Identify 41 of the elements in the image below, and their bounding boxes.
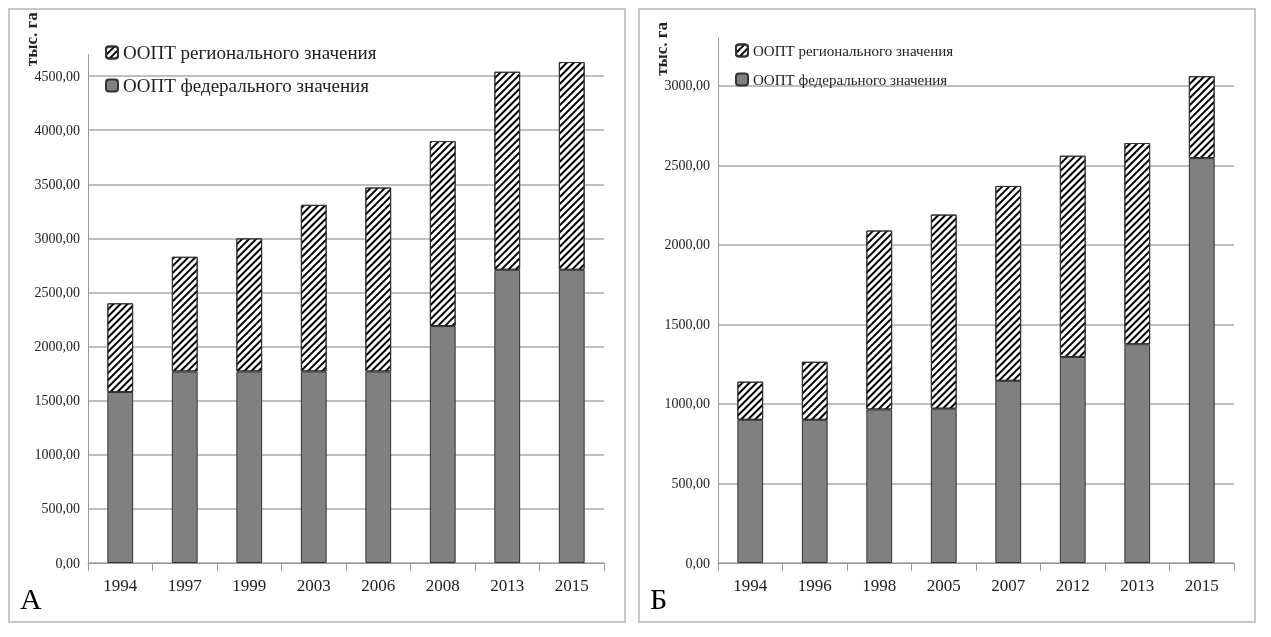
y-tick-label: 0,00 [685, 555, 710, 571]
y-tick-label: 3500,00 [34, 176, 80, 192]
text: Б [650, 581, 668, 615]
y-tick-label: 3000,00 [34, 230, 80, 246]
y-tick-label: 1000,00 [664, 396, 710, 412]
x-tick-label: 2006 [361, 576, 396, 595]
y-tick-label: 0,00 [55, 555, 80, 571]
y-tick-label: 4000,00 [34, 122, 80, 138]
legend-label: ООПТ регионального значения [753, 42, 954, 59]
y-tick-label: 500,00 [41, 501, 80, 517]
text: А [20, 581, 42, 615]
x-tick-label: 2013 [1120, 576, 1155, 595]
y-axis-title: тыс. га [22, 11, 41, 67]
x-tick-label: 1994 [733, 576, 768, 595]
x-tick-label: 2007 [991, 576, 1026, 595]
legend-label: ООПТ федерального значения [123, 75, 370, 96]
x-tick-label: 2015 [1184, 576, 1219, 595]
x-tick-label: 2005 [926, 576, 961, 595]
y-tick-label: 3000,00 [664, 78, 710, 94]
x-tick-label: 1997 [167, 576, 203, 595]
y-tick-label: 2500,00 [34, 284, 80, 300]
x-tick-label: 2003 [296, 576, 331, 595]
x-tick-label: 2012 [1055, 576, 1090, 595]
x-tick-label: 2008 [425, 576, 460, 595]
y-axis-title: тыс. га [652, 21, 671, 76]
y-tick-label: 500,00 [671, 475, 710, 491]
y-tick-label: 1500,00 [664, 316, 710, 332]
y-tick-label: 1500,00 [34, 393, 80, 409]
legend-label: ООПТ регионального значения [123, 42, 377, 63]
y-tick-label: 1000,00 [34, 447, 80, 463]
x-tick-label: 1999 [232, 576, 267, 595]
y-tick-label: 2000,00 [34, 339, 80, 355]
x-tick-label: 1996 [797, 576, 832, 595]
legend-label: ООПТ федерального значения [753, 71, 948, 88]
y-tick-label: 4500,00 [34, 68, 80, 84]
x-tick-label: 2015 [554, 576, 589, 595]
x-tick-label: 1994 [103, 576, 138, 595]
x-tick-label: 1998 [862, 576, 897, 595]
x-tick-label: 2013 [490, 576, 525, 595]
y-tick-label: 2500,00 [664, 157, 710, 173]
y-tick-label: 2000,00 [664, 237, 710, 253]
